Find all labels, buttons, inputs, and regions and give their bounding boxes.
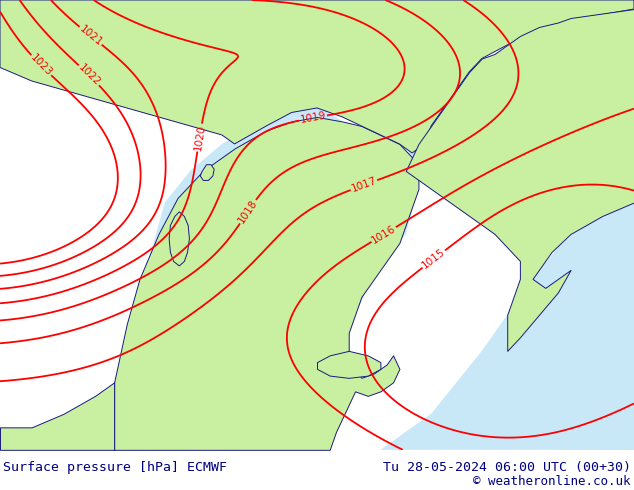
Text: 1022: 1022 <box>76 62 102 88</box>
Text: 1017: 1017 <box>350 176 378 195</box>
Text: Surface pressure [hPa] ECMWF: Surface pressure [hPa] ECMWF <box>3 461 227 474</box>
Text: 1019: 1019 <box>299 111 327 125</box>
Text: 1020: 1020 <box>193 124 207 151</box>
Text: 1015: 1015 <box>420 247 448 271</box>
Text: 1018: 1018 <box>236 198 259 225</box>
Text: 1023: 1023 <box>28 52 54 78</box>
Text: 1021: 1021 <box>77 24 104 48</box>
Text: Tu 28-05-2024 06:00 UTC (00+30): Tu 28-05-2024 06:00 UTC (00+30) <box>383 461 631 474</box>
Text: © weatheronline.co.uk: © weatheronline.co.uk <box>474 475 631 488</box>
Text: 1016: 1016 <box>370 223 398 245</box>
